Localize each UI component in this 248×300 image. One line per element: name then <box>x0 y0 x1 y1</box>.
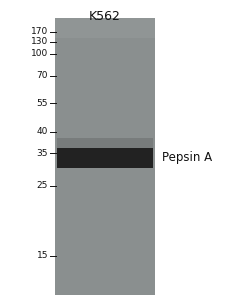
Text: 35: 35 <box>36 148 48 158</box>
Bar <box>55 18 155 295</box>
Text: 55: 55 <box>36 98 48 107</box>
Text: 40: 40 <box>37 128 48 136</box>
Bar <box>57 148 153 168</box>
Text: Pepsin A: Pepsin A <box>162 152 212 164</box>
Bar <box>57 138 153 150</box>
Text: K562: K562 <box>89 10 121 23</box>
Text: 15: 15 <box>36 251 48 260</box>
Text: 25: 25 <box>37 182 48 190</box>
Text: 100: 100 <box>31 50 48 58</box>
Text: 70: 70 <box>36 71 48 80</box>
Text: 170: 170 <box>31 28 48 37</box>
Text: 130: 130 <box>31 38 48 46</box>
Bar <box>55 18 155 38</box>
